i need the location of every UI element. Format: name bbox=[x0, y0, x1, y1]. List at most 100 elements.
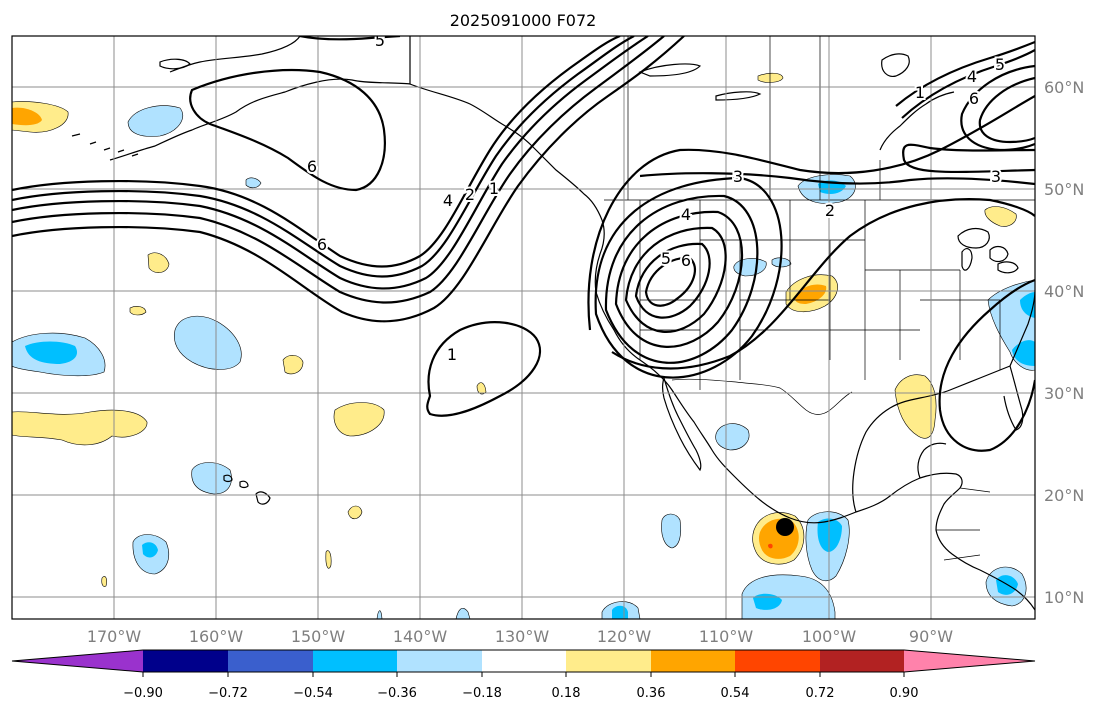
colorbar-segment bbox=[735, 650, 820, 672]
gulf-of-mexico-coastline bbox=[852, 365, 1011, 513]
great-lake-coastline bbox=[989, 245, 1009, 263]
contour-line bbox=[614, 210, 744, 348]
contour-label: 5 bbox=[375, 31, 385, 50]
contour-line bbox=[895, 40, 1035, 107]
contour-line bbox=[639, 172, 1035, 186]
contour-label: 3 bbox=[991, 167, 1001, 186]
negative-anomaly-core bbox=[142, 542, 158, 558]
contour-label: 4 bbox=[967, 67, 977, 86]
colorbar-tick-label: 0.54 bbox=[721, 686, 750, 701]
negative-anomaly-area bbox=[661, 513, 682, 549]
negative-anomaly-area bbox=[455, 608, 471, 619]
contour-line bbox=[12, 36, 685, 323]
contour-line bbox=[12, 36, 621, 268]
negative-anomaly-core bbox=[753, 593, 782, 610]
hawaii-coastline bbox=[223, 474, 233, 483]
colorbar-tick-label: −0.54 bbox=[293, 686, 333, 701]
colorbar-left-extension bbox=[12, 650, 143, 672]
contour-line bbox=[12, 36, 635, 278]
lon-label: 100°W bbox=[802, 627, 857, 646]
contour-label: 5 bbox=[995, 55, 1005, 74]
storm-center-marker bbox=[776, 518, 794, 536]
lon-label: 150°W bbox=[291, 627, 346, 646]
lat-label: 50°N bbox=[1044, 180, 1084, 199]
positive-anomaly-peak bbox=[768, 543, 773, 549]
contour-label: 6 bbox=[969, 89, 979, 108]
contour-line bbox=[901, 49, 1035, 119]
contour-label: 2 bbox=[825, 201, 835, 220]
lon-label: 170°W bbox=[87, 627, 142, 646]
contour-label: 6 bbox=[317, 235, 327, 254]
positive-anomaly-area bbox=[894, 374, 937, 439]
colorbar-right-extension bbox=[904, 650, 1035, 672]
contour-line bbox=[644, 256, 696, 307]
contour-line bbox=[426, 321, 542, 417]
florida-coastline bbox=[1003, 365, 1024, 431]
positive-anomaly-area bbox=[757, 72, 784, 83]
contour-label: 5 bbox=[661, 249, 671, 268]
yucatan-coastline bbox=[917, 442, 947, 479]
hudson-bay-coastline bbox=[879, 91, 955, 151]
alaska-coastline bbox=[109, 36, 411, 161]
arctic-island-coastline bbox=[881, 53, 910, 77]
great-lake-coastline bbox=[961, 248, 973, 271]
latitude-labels: 60°N 50°N 40°N 30°N 20°N 10°N bbox=[1044, 78, 1084, 607]
lon-label: 90°W bbox=[909, 627, 953, 646]
colorbar-segment bbox=[651, 650, 735, 672]
arctic-island-coastline bbox=[638, 63, 702, 77]
colorbar-tick-label: 0.18 bbox=[552, 686, 581, 701]
negative-anomaly-area bbox=[245, 177, 262, 189]
colorbar-tick-label: 0.72 bbox=[806, 686, 835, 701]
contour-label: 6 bbox=[681, 251, 691, 270]
graticule bbox=[12, 36, 1035, 619]
contour-line bbox=[12, 36, 649, 290]
contour-line bbox=[594, 176, 783, 379]
positive-anomaly-area bbox=[101, 576, 107, 587]
positive-anomaly-core bbox=[12, 107, 42, 126]
lon-label: 160°W bbox=[189, 627, 244, 646]
hawaii-coastline bbox=[255, 491, 271, 505]
lat-label: 40°N bbox=[1044, 282, 1084, 301]
hawaii-coastline bbox=[239, 480, 249, 489]
contour-line bbox=[604, 194, 759, 364]
contour-line bbox=[189, 68, 386, 192]
positive-anomaly-area bbox=[129, 306, 147, 316]
negative-anomaly-area bbox=[127, 105, 184, 137]
contour-line bbox=[960, 64, 1035, 152]
lon-label: 130°W bbox=[495, 627, 550, 646]
contour-line bbox=[978, 76, 1035, 144]
positive-anomaly-area bbox=[282, 355, 304, 375]
contour-line bbox=[634, 242, 711, 319]
contour-lines bbox=[12, 36, 1035, 452]
negative-anomaly-area bbox=[173, 315, 242, 370]
colorbar-tick-label: −0.18 bbox=[462, 686, 502, 701]
contour-line bbox=[611, 198, 1035, 370]
negative-anomaly-core bbox=[817, 518, 842, 552]
colorbar-segment bbox=[313, 650, 397, 672]
lon-label: 140°W bbox=[393, 627, 448, 646]
colorbar-segment bbox=[820, 650, 904, 672]
colorbar-tick-label: 0.90 bbox=[890, 686, 919, 701]
coastlines bbox=[71, 36, 1035, 611]
great-lake-coastline bbox=[957, 227, 990, 249]
positive-anomaly-area bbox=[347, 505, 363, 520]
canadian-province-borders bbox=[627, 36, 881, 200]
contour-label: 2 bbox=[465, 185, 475, 204]
negative-anomaly-area bbox=[191, 462, 232, 495]
contour-label: 6 bbox=[307, 157, 317, 176]
colorbar-tick-label: −0.90 bbox=[123, 686, 163, 701]
positive-anomaly-area bbox=[325, 550, 332, 569]
east-coast-coastline bbox=[1009, 289, 1035, 367]
negative-anomaly-area bbox=[715, 423, 750, 451]
contour-label: 4 bbox=[443, 191, 453, 210]
colorbar-tick-labels: −0.90 −0.72 −0.54 −0.36 −0.18 0.18 0.36 … bbox=[123, 686, 918, 701]
colorbar-segment bbox=[143, 650, 228, 672]
figure-title: 2025091000 F072 bbox=[450, 11, 597, 30]
lat-label: 20°N bbox=[1044, 486, 1084, 505]
contour-label: 1 bbox=[915, 83, 925, 102]
contour-line bbox=[12, 36, 665, 304]
colorbar-segment bbox=[228, 650, 313, 672]
colorbar-ticks bbox=[142, 672, 905, 677]
map-content: 5 6 6 4 2 1 1 3 4 5 6 2 3 1 4 6 5 bbox=[12, 31, 1035, 619]
